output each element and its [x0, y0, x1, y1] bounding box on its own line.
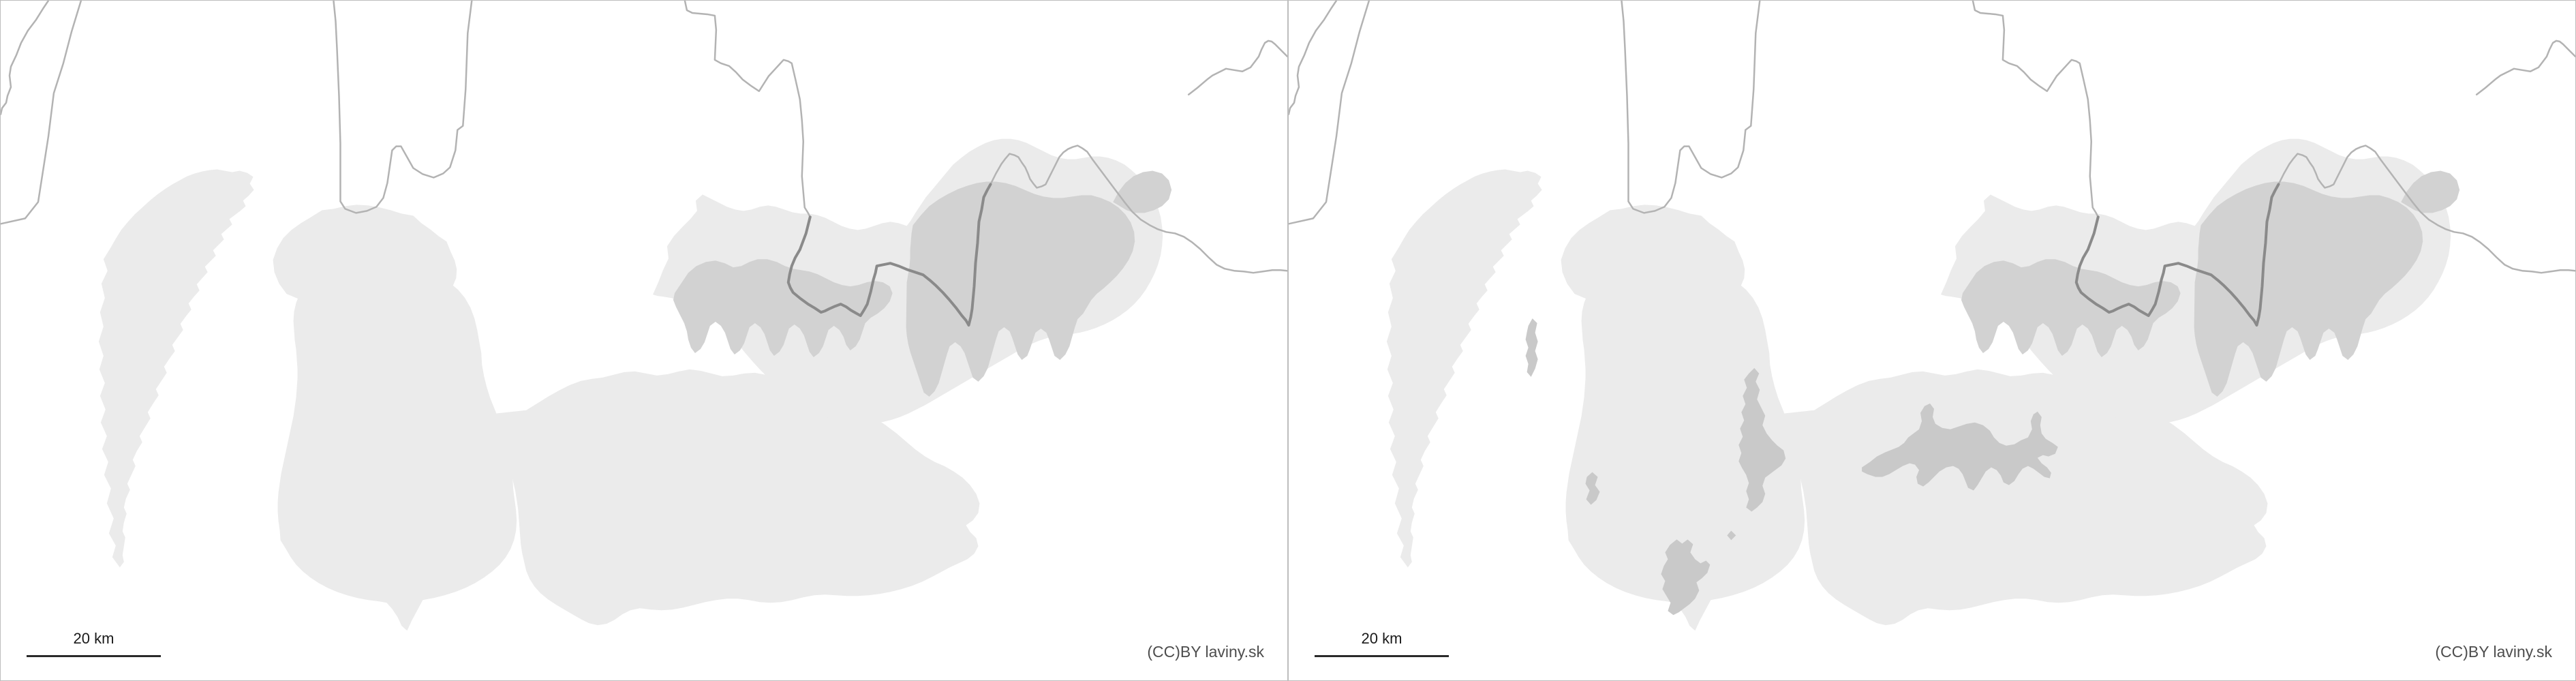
border-northeast-corner: [1187, 40, 1287, 95]
slovakia-mountain-ranges-map: [1, 1, 1287, 631]
detail-belianske-tatry: [1113, 170, 1172, 213]
border-center-descender: [1972, 1, 2099, 218]
border-north-valley: [1621, 1, 1761, 214]
border-west-fragment: [1, 1, 50, 115]
border-northeast-corner: [2475, 40, 2575, 95]
slovakia-mountain-ranges-map-highlighted: [1289, 1, 2575, 631]
map-attribution: (CC)BY laviny.sk: [1147, 643, 1264, 661]
highlight-velka-fatra-dot: [1727, 530, 1736, 541]
scale-bar: 20 km: [1315, 631, 1449, 657]
border-northwest: [1289, 1, 1370, 225]
highlight-mala-fatra: [1525, 318, 1538, 377]
border-northeast: [990, 145, 1287, 274]
range-mala-fatra: [1386, 169, 1542, 568]
range-velka-fatra: [277, 270, 517, 631]
highlight-velka-fatra-upper: [1738, 367, 1786, 512]
map-attribution: (CC)BY laviny.sk: [2435, 643, 2552, 661]
border-north-valley: [333, 1, 473, 214]
detail-vysoke-tatry: [906, 181, 1135, 397]
border-northwest: [1, 1, 82, 225]
border-west-fragment: [1289, 1, 1338, 115]
border-tatras-ridge: [2074, 183, 2280, 327]
border-center-descender: [684, 1, 811, 218]
detail-zapadne-tatry: [1961, 259, 2181, 357]
scale-bar-label: 20 km: [73, 630, 114, 647]
detail-zapadne-tatry: [673, 259, 893, 357]
scale-bar: 20 km: [27, 631, 161, 657]
highlight-velka-fatra-west: [1585, 472, 1600, 505]
scale-bar-line: [1315, 655, 1449, 657]
detail-vysoke-tatry: [2194, 181, 2423, 397]
range-mala-fatra: [98, 169, 254, 568]
range-nizke-tatry: [495, 369, 980, 626]
highlight-velka-fatra-lower: [1661, 539, 1711, 616]
map-panel-base: 20 km (CC)BY laviny.sk: [0, 0, 1288, 681]
border-northeast: [2278, 145, 2575, 274]
scale-bar-label: 20 km: [1361, 630, 1402, 647]
scale-bar-line: [27, 655, 161, 657]
range-velka-fatra: [1565, 270, 1805, 631]
detail-belianske-tatry: [2401, 170, 2460, 213]
border-tatras-ridge: [786, 183, 992, 327]
map-panel-highlighted: 20 km (CC)BY laviny.sk: [1288, 0, 2576, 681]
range-nizke-tatry: [1783, 369, 2268, 626]
highlight-nizke-tatry: [1862, 403, 2058, 491]
